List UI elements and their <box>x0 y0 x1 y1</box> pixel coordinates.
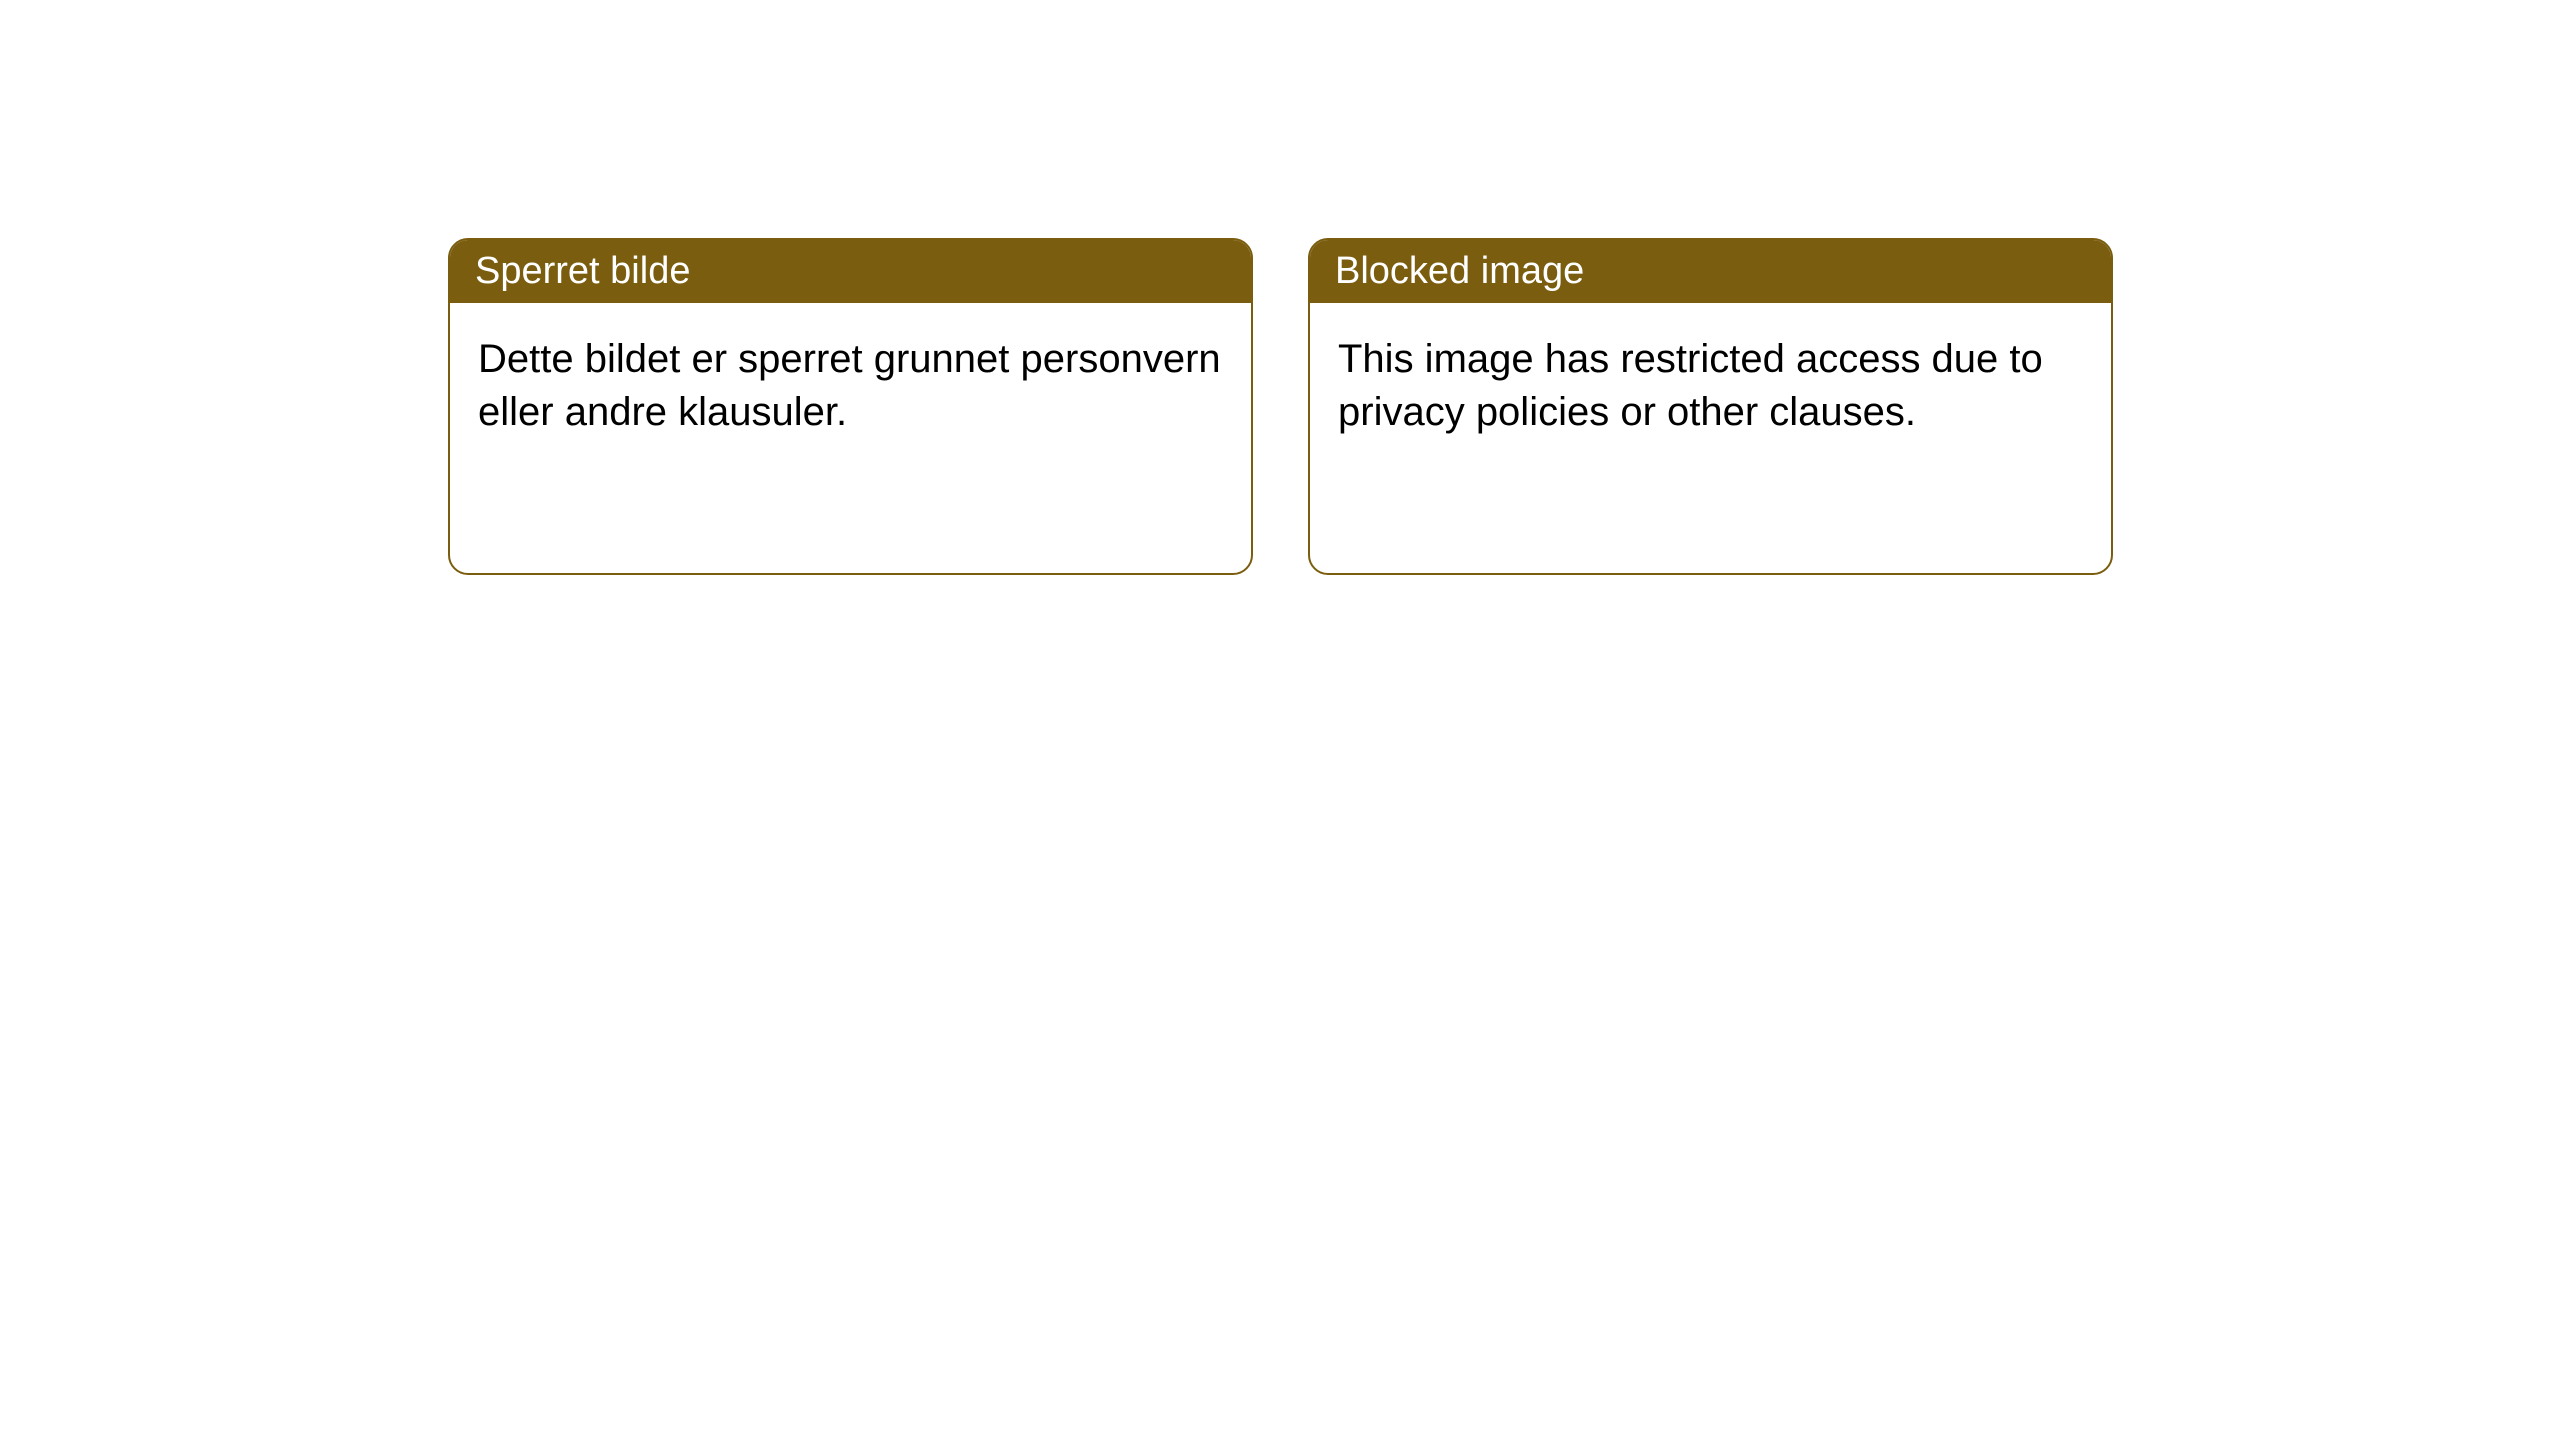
notice-body-norwegian: Dette bildet er sperret grunnet personve… <box>450 303 1251 573</box>
notice-title-norwegian: Sperret bilde <box>450 240 1251 303</box>
notice-title-english: Blocked image <box>1310 240 2111 303</box>
notice-box-english: Blocked image This image has restricted … <box>1308 238 2113 575</box>
notice-body-english: This image has restricted access due to … <box>1310 303 2111 573</box>
notice-container: Sperret bilde Dette bildet er sperret gr… <box>448 238 2113 575</box>
notice-box-norwegian: Sperret bilde Dette bildet er sperret gr… <box>448 238 1253 575</box>
